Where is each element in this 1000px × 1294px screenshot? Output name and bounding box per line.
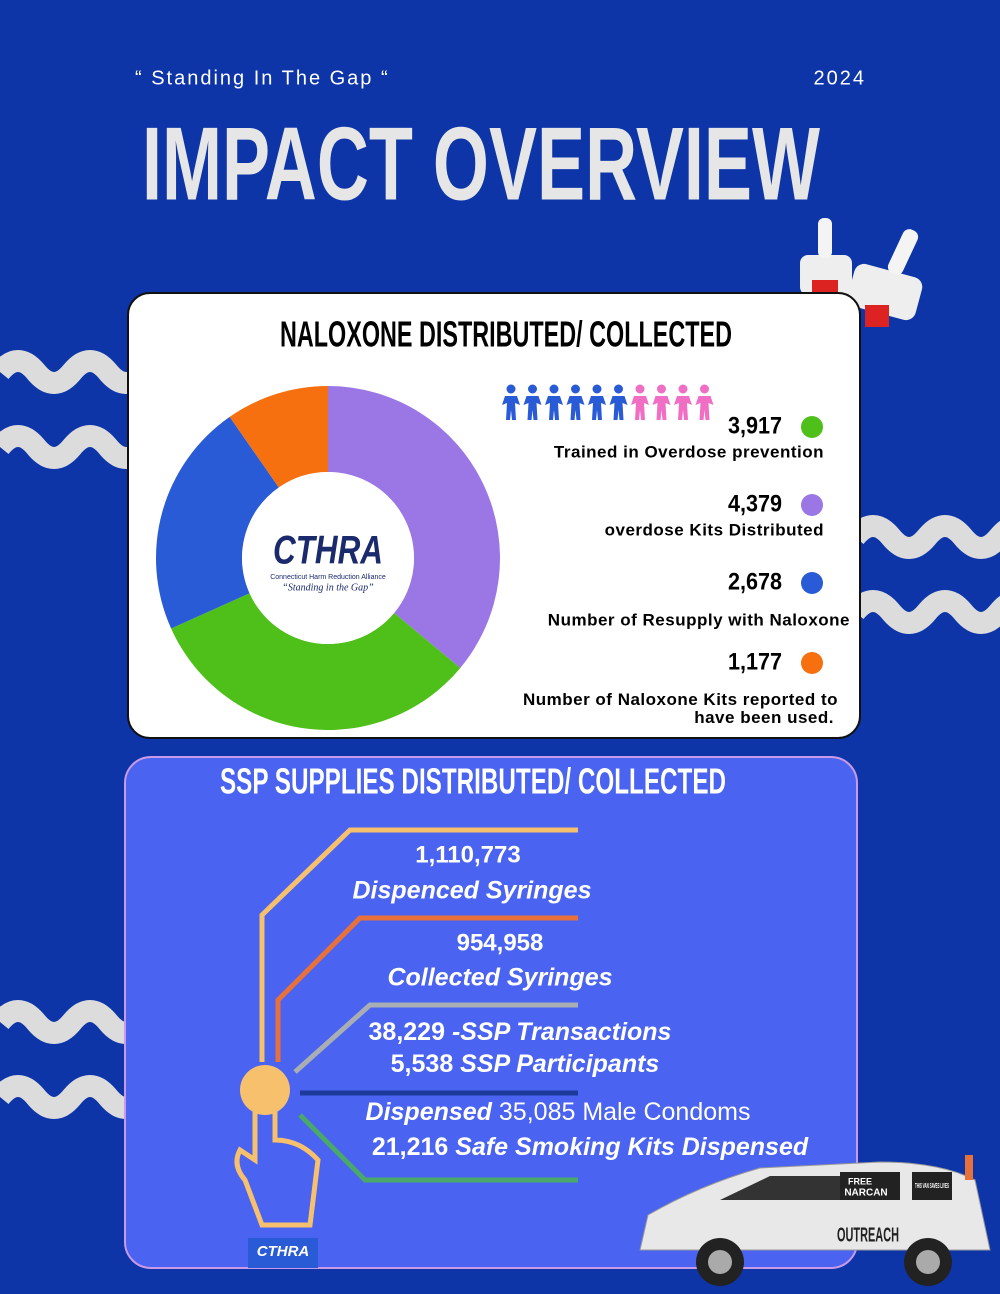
stat-value: 954,958 bbox=[457, 929, 544, 956]
donut-slice bbox=[171, 593, 461, 730]
van-text: NARCAN bbox=[844, 1188, 887, 1199]
stat-label: SSP Participants bbox=[460, 1050, 659, 1078]
van: FREE NARCAN OUTREACH THIS VAN SAVES LIVE… bbox=[639, 1155, 991, 1286]
waves bbox=[0, 350, 1000, 1119]
legend: 3,917 Trained in Overdose prevention 4,379… bbox=[523, 412, 850, 727]
person-head bbox=[635, 384, 645, 394]
legend-value: 1,177 bbox=[728, 648, 782, 675]
line bbox=[293, 1002, 578, 1074]
legend-value: 2,678 bbox=[728, 568, 782, 595]
legend-label: Number of Naloxone Kits reported to have … bbox=[523, 690, 838, 727]
legend-dot bbox=[801, 494, 823, 516]
wave bbox=[0, 1000, 153, 1044]
line bbox=[275, 915, 578, 1062]
person-body bbox=[631, 396, 649, 420]
logo-name: CTHRA bbox=[273, 529, 383, 573]
card-title: SSP SUPPLIES DISTRIBUTED/ COLLECTED bbox=[220, 761, 726, 802]
wave bbox=[0, 1075, 153, 1119]
stat-label: Collected Syringes bbox=[387, 964, 612, 992]
person-body bbox=[502, 396, 520, 420]
person-body bbox=[609, 396, 628, 420]
donut-slice bbox=[229, 386, 328, 488]
logo-subtitle: Connecticut Harm Reduction Alliance bbox=[270, 574, 386, 581]
stat-label: Safe Smoking Kits Dispensed bbox=[455, 1133, 809, 1161]
ssp-stats: 1,110,773 Dispenced Syringes 954,958 Col… bbox=[353, 841, 809, 1160]
wave bbox=[0, 425, 153, 469]
person-head bbox=[614, 384, 623, 394]
person-body bbox=[695, 396, 714, 420]
person-body bbox=[545, 396, 563, 420]
person-body bbox=[566, 396, 585, 420]
logo-tagline: “Standing in the Gap” bbox=[282, 582, 374, 593]
card-title: NALOXONE DISTRIBUTED/ COLLECTED bbox=[280, 314, 732, 355]
person-head bbox=[678, 384, 688, 394]
stat-value: 35,085 bbox=[499, 1098, 575, 1126]
logo-name: CTHRA bbox=[257, 1243, 310, 1260]
donut-slice bbox=[328, 386, 501, 668]
donut-chart bbox=[155, 386, 501, 730]
van-text: OUTREACH bbox=[837, 1224, 899, 1246]
hand-icon bbox=[234, 1065, 321, 1228]
donut-slice bbox=[155, 416, 279, 629]
line bbox=[259, 827, 578, 1062]
connector-lines bbox=[259, 827, 578, 1183]
legend-label: Number of Resupply with Naloxone bbox=[548, 610, 850, 629]
stat-label: Dispenced Syringes bbox=[353, 877, 592, 905]
ssp-card bbox=[124, 756, 858, 1269]
line bbox=[298, 1113, 578, 1183]
person-body bbox=[588, 396, 606, 420]
donut-hole bbox=[242, 472, 414, 644]
stat-line: 5,538 SSP Participants bbox=[391, 1050, 660, 1078]
legend-dot bbox=[801, 652, 823, 674]
person-body bbox=[652, 396, 671, 420]
legend-label: Trained in Overdose prevention bbox=[554, 442, 824, 461]
stat-line: Dispensed 35,085 Male Condoms bbox=[366, 1098, 751, 1126]
stat-value: 38,229 bbox=[369, 1018, 445, 1046]
tagline: “ Standing In The Gap “ bbox=[135, 67, 390, 89]
person-head bbox=[528, 384, 537, 394]
person-head bbox=[700, 384, 709, 394]
stat-value: 5,538 bbox=[391, 1050, 454, 1078]
person-head bbox=[657, 384, 666, 394]
person-body bbox=[523, 396, 542, 420]
stat-prefix: Dispensed bbox=[366, 1098, 493, 1126]
van-text: THIS VAN SAVES LIVES bbox=[915, 1183, 949, 1190]
stat-label: -SSP Transactions bbox=[452, 1018, 672, 1046]
legend-dot bbox=[801, 416, 823, 438]
person-head bbox=[592, 384, 602, 394]
legend-label: overdose Kits Distributed bbox=[605, 520, 824, 539]
person-head bbox=[506, 384, 516, 394]
nasal-spray bbox=[800, 218, 923, 327]
van-text: FREE bbox=[848, 1176, 872, 1186]
main-title: IMPACT OVERVIEW bbox=[142, 106, 821, 222]
wave bbox=[846, 590, 1000, 634]
person-body bbox=[674, 396, 692, 420]
wave bbox=[846, 515, 1000, 559]
year: 2024 bbox=[814, 67, 867, 89]
stat-label: Male Condoms bbox=[582, 1098, 750, 1126]
legend-dot bbox=[801, 572, 823, 594]
legend-value: 3,917 bbox=[728, 412, 782, 439]
stat-value: 1,110,773 bbox=[415, 841, 520, 868]
legend-value: 4,379 bbox=[728, 490, 782, 517]
stat-line: 38,229 -SSP Transactions bbox=[369, 1018, 672, 1046]
people-icons bbox=[502, 384, 714, 420]
person-head bbox=[549, 384, 559, 394]
stat-value: 21,216 bbox=[372, 1133, 448, 1161]
logo-box bbox=[248, 1238, 318, 1268]
person-head bbox=[571, 384, 580, 394]
wave bbox=[0, 350, 153, 394]
stat-line: 21,216 Safe Smoking Kits Dispensed bbox=[372, 1133, 809, 1161]
logo: CTHRA Connecticut Harm Reduction Allianc… bbox=[270, 529, 386, 594]
